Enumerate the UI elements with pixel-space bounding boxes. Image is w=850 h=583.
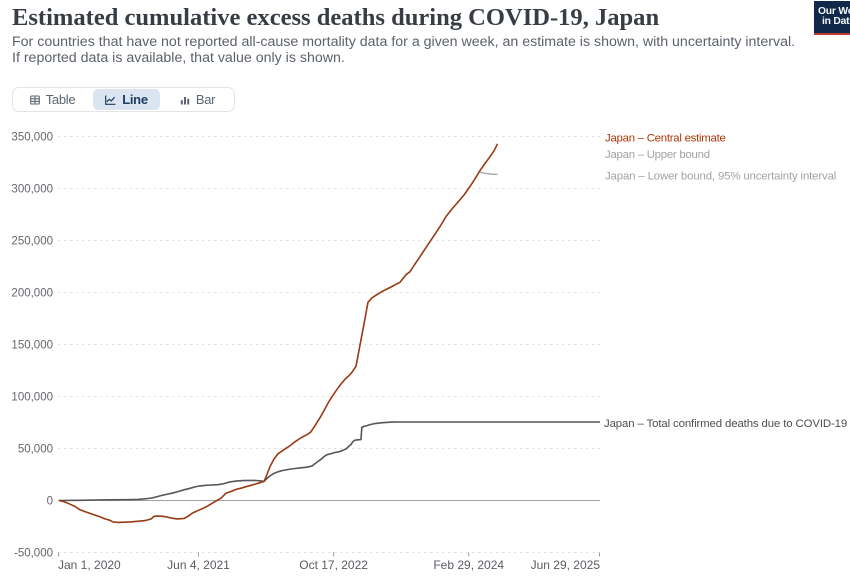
svg-text:-50,000: -50,000 [14,548,53,560]
svg-text:Jan 1, 2020: Jan 1, 2020 [58,558,121,572]
svg-text:200,000: 200,000 [11,288,53,300]
svg-text:150,000: 150,000 [11,340,53,352]
svg-text:300,000: 300,000 [11,184,53,196]
svg-text:Oct 17, 2022: Oct 17, 2022 [299,558,368,572]
svg-text:Japan – Upper bound: Japan – Upper bound [605,149,710,161]
svg-text:Jun 4, 2021: Jun 4, 2021 [167,558,230,572]
svg-text:Japan – Lower bound, 95% uncer: Japan – Lower bound, 95% uncertainty int… [605,171,836,183]
svg-text:50,000: 50,000 [18,444,53,456]
svg-text:0: 0 [47,496,53,508]
svg-text:Feb 29, 2024: Feb 29, 2024 [433,558,504,572]
svg-text:250,000: 250,000 [11,236,53,248]
svg-text:Japan – Total confirmed deaths: Japan – Total confirmed deaths due to CO… [604,418,847,430]
svg-text:Japan – Central estimate: Japan – Central estimate [605,132,726,144]
svg-text:100,000: 100,000 [11,392,53,404]
svg-text:Jun 29, 2025: Jun 29, 2025 [531,558,601,572]
svg-text:350,000: 350,000 [11,132,53,144]
